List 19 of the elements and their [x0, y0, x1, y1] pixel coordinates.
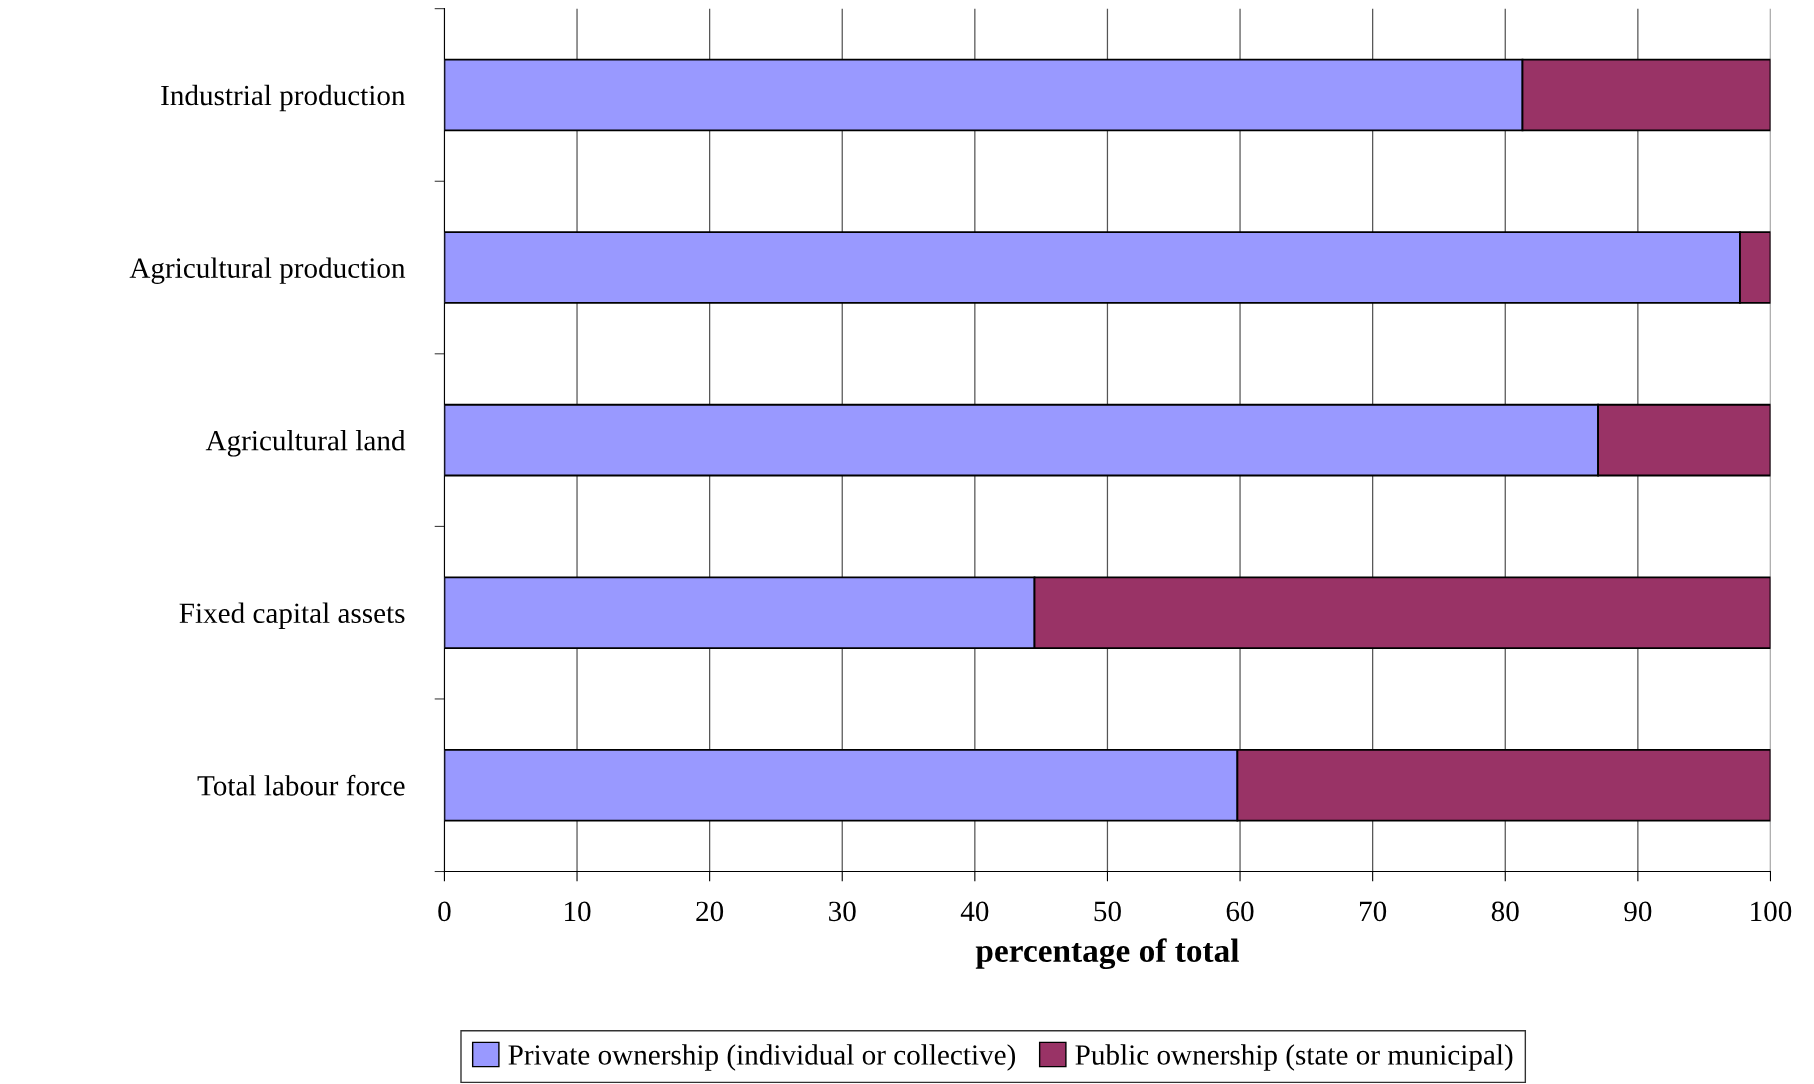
x-tick-label: 70	[1359, 901, 1387, 922]
y-tick-label: Total labour force	[197, 774, 405, 796]
x-tick-label: 20	[696, 901, 724, 922]
x-tick-label: 60	[1226, 901, 1254, 922]
x-tick-label: 40	[960, 901, 989, 922]
x-tick-label: 50	[1094, 901, 1121, 922]
x-axis-title: percentage of total	[975, 938, 1239, 970]
x-tick-label: 30	[829, 901, 856, 922]
legend-label: Public ownership (state or municipal)	[1075, 1044, 1513, 1071]
legend-label: Private ownership (individual or collective)	[508, 1044, 1016, 1071]
x-tick-label: 0	[438, 901, 451, 922]
y-tick-label: Fixed capital assets	[179, 602, 405, 630]
y-tick-label: Agricultural land	[205, 429, 406, 457]
x-tick-label: 80	[1491, 901, 1519, 922]
y-tick-label: Agricultural production	[129, 257, 406, 284]
x-tick-label: 90	[1624, 901, 1652, 922]
x-tick-label: 100	[1751, 901, 1792, 922]
y-tick-label: Industrial production	[161, 84, 406, 112]
x-tick-label: 10	[565, 901, 591, 922]
